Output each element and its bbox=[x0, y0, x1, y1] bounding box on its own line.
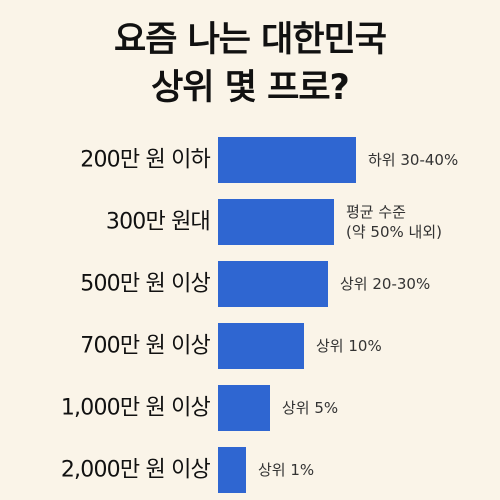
bar bbox=[218, 323, 304, 369]
bar-value-label: 상위 1% bbox=[258, 461, 314, 479]
category-label: 1,000만 원 이상 bbox=[61, 396, 211, 421]
bar-value-label: (약 50% 내외) bbox=[346, 223, 442, 241]
bar-value-label: 상위 5% bbox=[282, 399, 338, 417]
category-label: 500만 원 이상 bbox=[80, 272, 210, 297]
chart-title-line-2: 상위 몇 프로? bbox=[151, 68, 350, 108]
category-label: 2,000만 원 이상 bbox=[61, 458, 211, 483]
bar-value-label: 하위 30-40% bbox=[368, 151, 458, 169]
bar bbox=[218, 447, 246, 493]
bar-value-label: 평균 수준 bbox=[346, 203, 406, 221]
category-label: 700만 원 이상 bbox=[80, 334, 210, 359]
bar bbox=[218, 261, 328, 307]
bar-value-label: 상위 20-30% bbox=[340, 275, 430, 293]
bar bbox=[218, 385, 270, 431]
bar bbox=[218, 137, 356, 183]
chart-title-line-1: 요즘 나는 대한민국 bbox=[114, 20, 387, 60]
bar-value-label: 상위 10% bbox=[316, 337, 382, 355]
category-label: 200만 원 이하 bbox=[80, 148, 210, 173]
bar bbox=[218, 199, 334, 245]
category-label: 300만 원대 bbox=[106, 210, 210, 235]
